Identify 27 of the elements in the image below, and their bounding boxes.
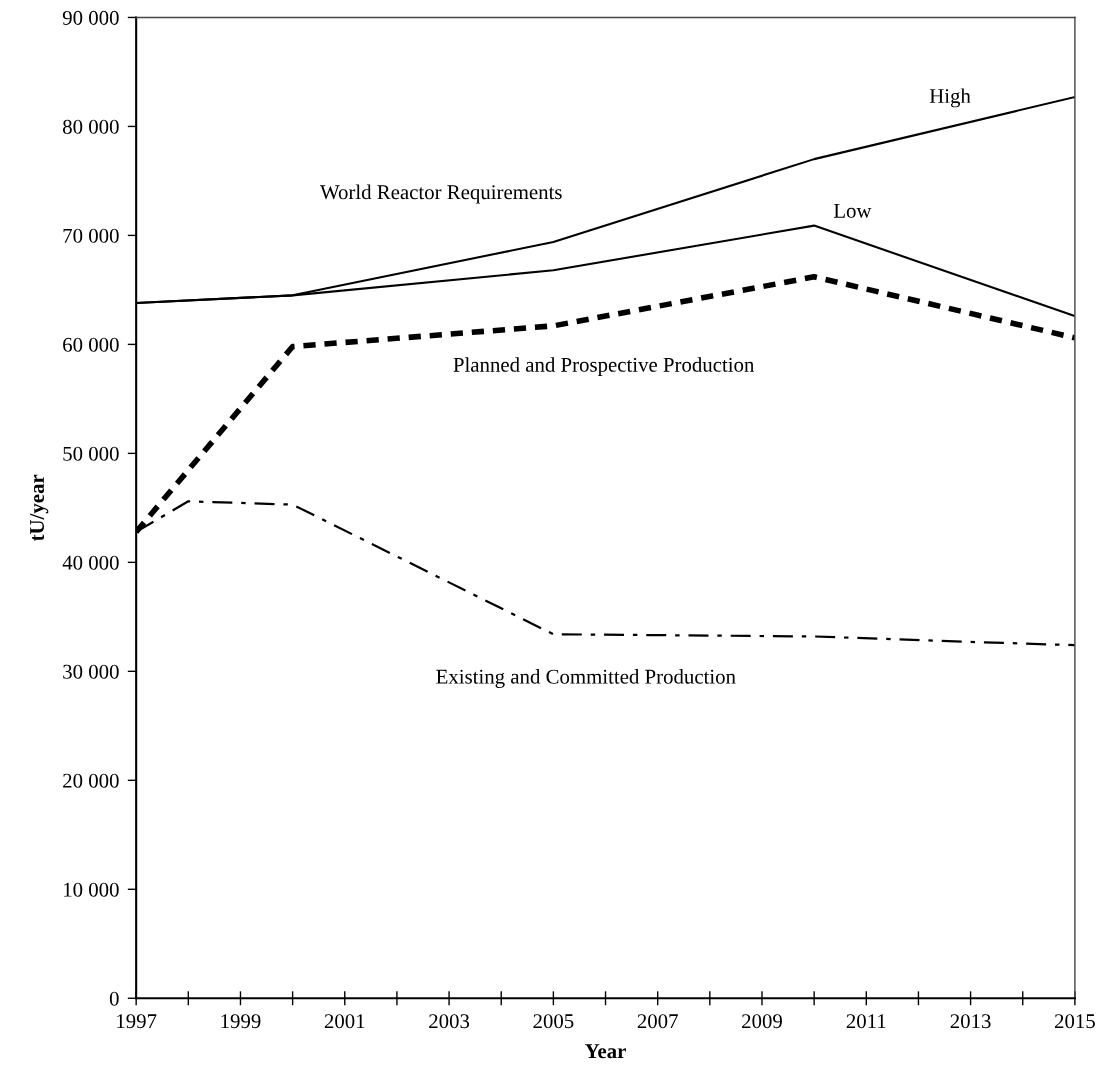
x-tick-label: 2013	[950, 1014, 991, 1029]
y-tick-label: 60 000	[63, 337, 119, 352]
x-tick-label: 2003	[429, 1014, 470, 1029]
y-tick-label: 30 000	[63, 664, 119, 679]
x-tick-label: 2007	[637, 1014, 678, 1029]
series-label: Low	[833, 204, 872, 218]
series-label: High	[929, 88, 971, 108]
x-tick-label: 2015	[1054, 1014, 1095, 1029]
x-tick-label: 2011	[846, 1014, 886, 1029]
x-tick-label: 2005	[533, 1014, 574, 1029]
y-tick-label: 90 000	[62, 10, 119, 25]
y-tick-label: 70 000	[63, 228, 119, 243]
x-tick-label: 1999	[221, 1014, 261, 1029]
y-tick-label: 50 000	[63, 446, 119, 461]
x-tick-label: 1997	[117, 1014, 157, 1029]
y-tick-label: 10 000	[64, 882, 119, 897]
x-tick-label: 2001	[324, 1014, 365, 1029]
series-label: Planned and Prospective Production	[453, 357, 755, 377]
x-tick-label: 2009	[742, 1014, 782, 1029]
x-axis-title: Year	[585, 1044, 626, 1059]
y-axis-title: tU/year	[30, 474, 49, 542]
y-tick-label: 80 000	[63, 119, 119, 134]
y-tick-label: 0	[109, 991, 119, 1006]
annotation: World Reactor Requirements	[320, 184, 562, 204]
y-tick-label: 20 000	[63, 773, 119, 788]
y-tick-label: 40 000	[62, 555, 119, 570]
series-label: Existing and Committed Production	[436, 669, 736, 688]
